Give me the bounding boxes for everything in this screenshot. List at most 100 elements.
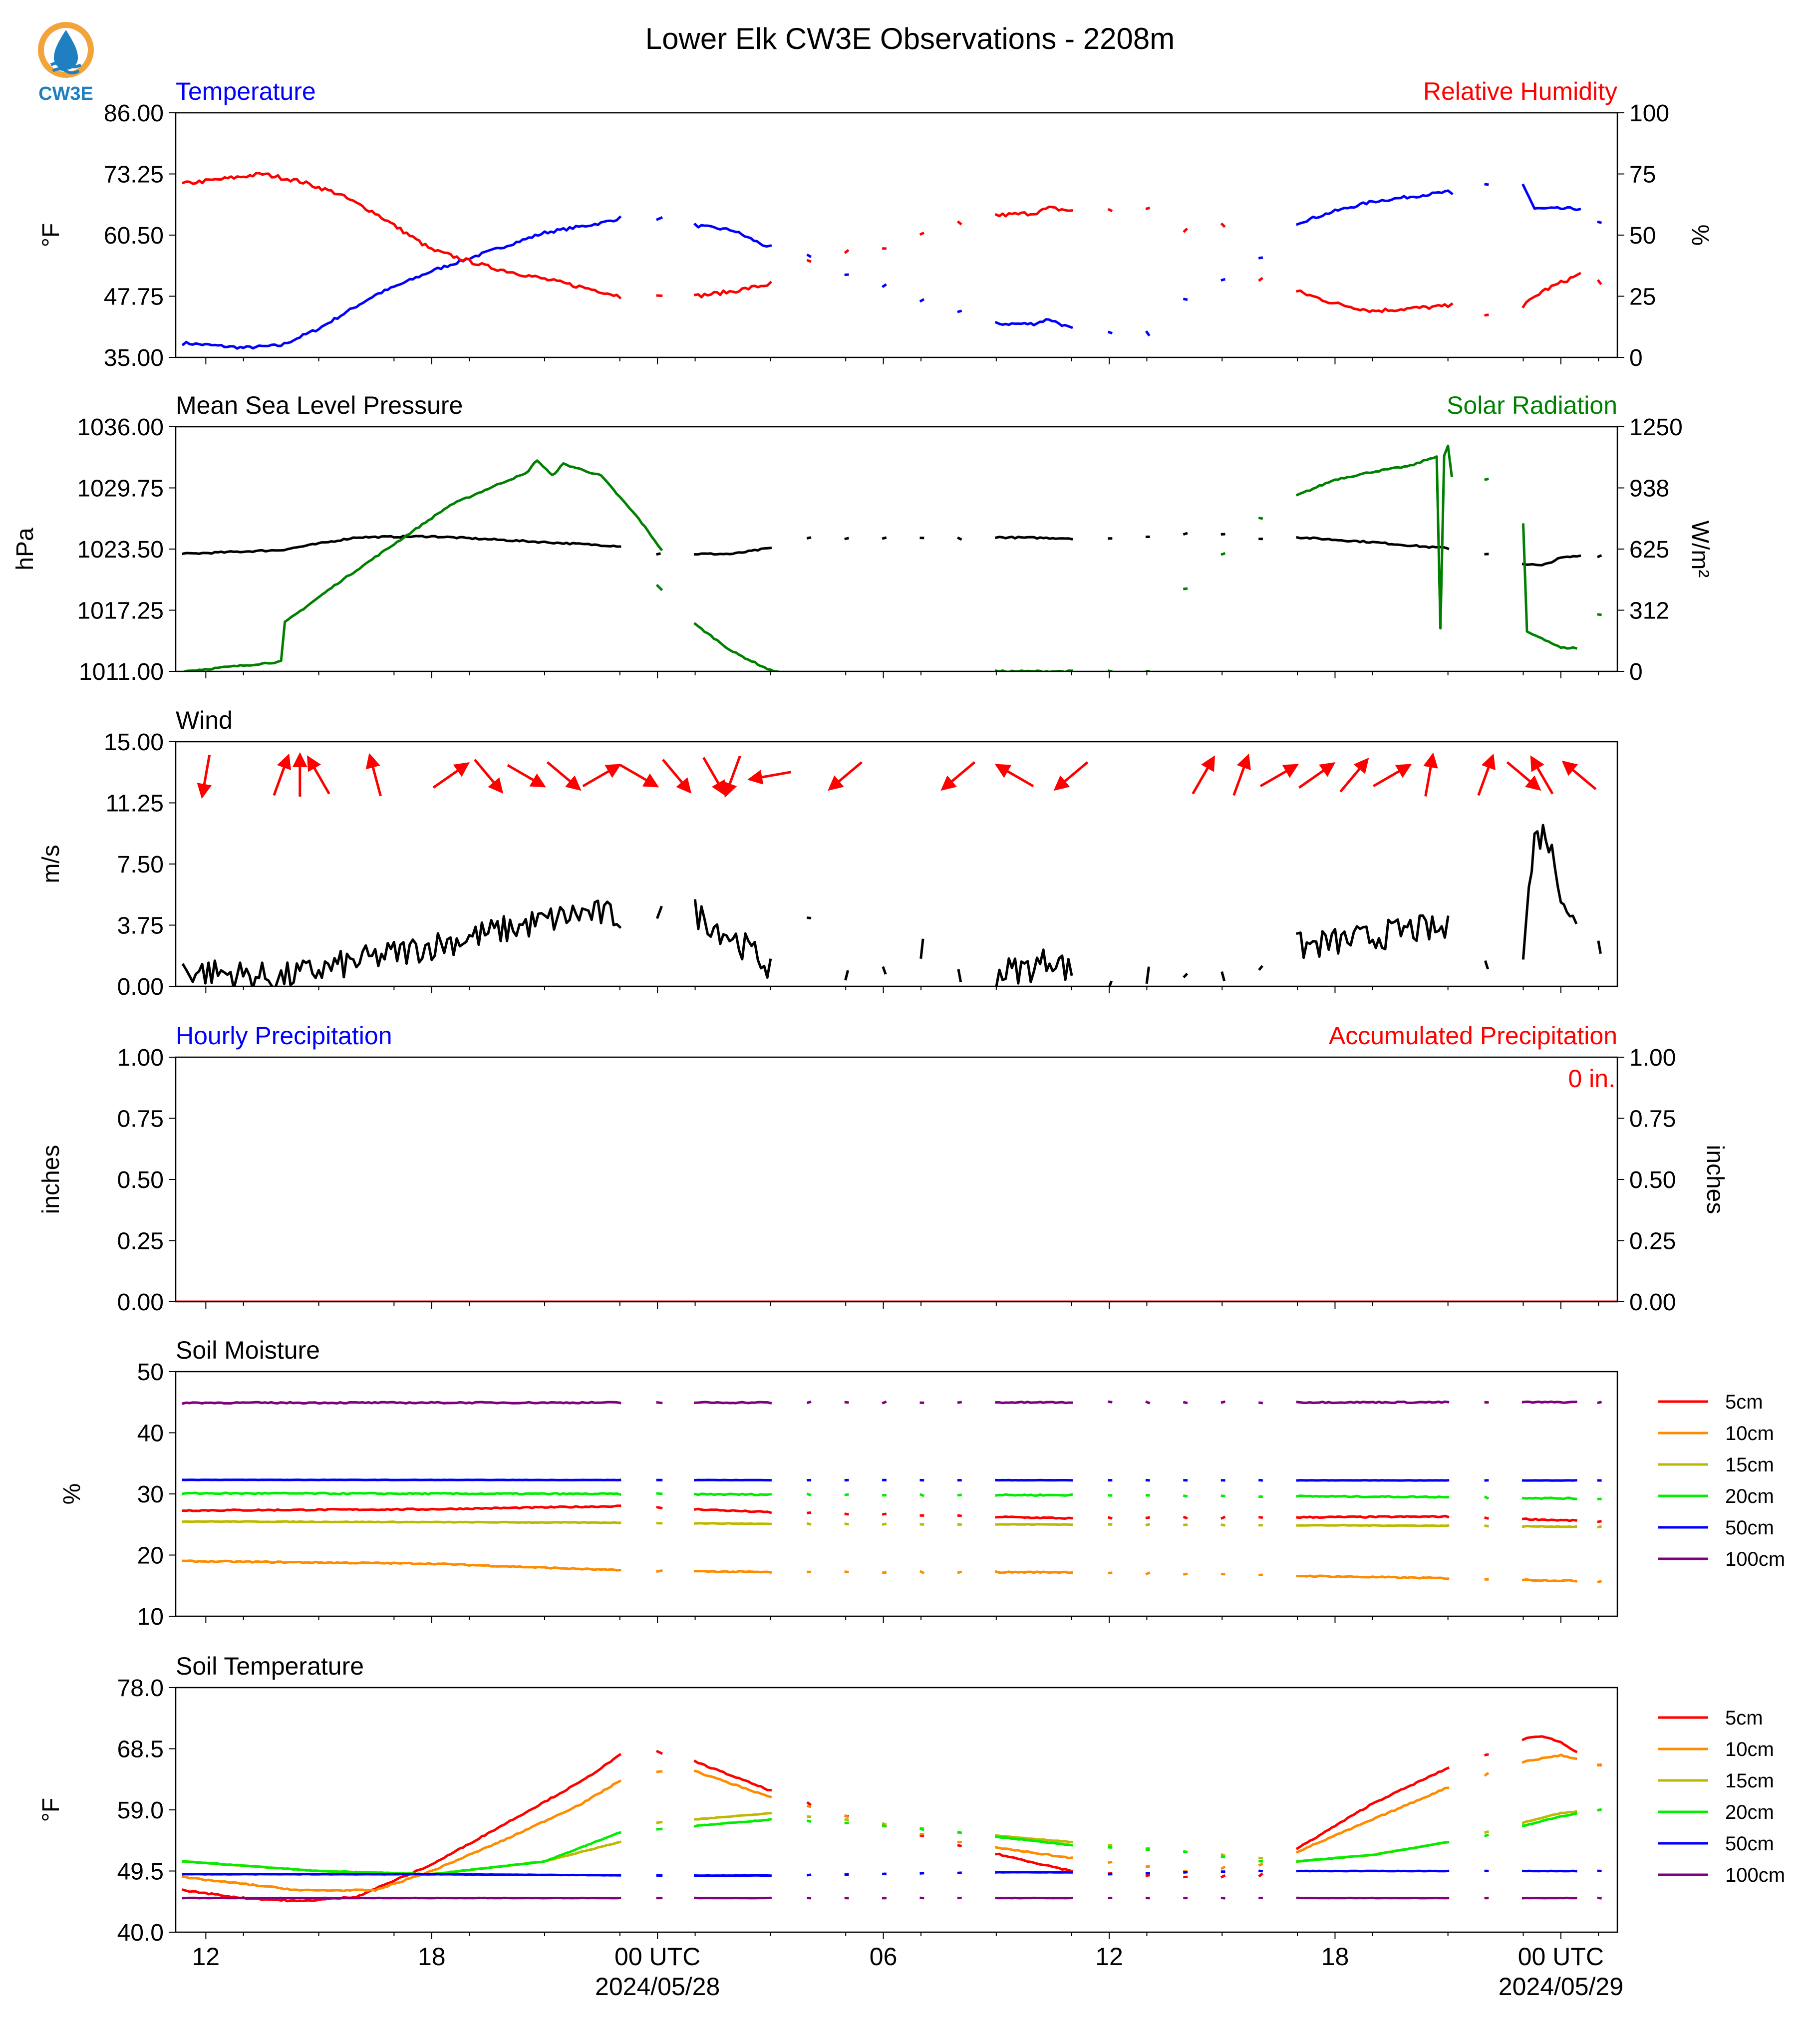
y-tick-label: 15.00 (104, 729, 164, 756)
panel-title-right: Accumulated Precipitation (1329, 1022, 1617, 1050)
y-axis-label: hPa (12, 528, 38, 571)
series-line-left-0 (182, 532, 1602, 567)
series-line-50cm (182, 1478, 1602, 1482)
wind-arrow (546, 761, 582, 791)
wind-arrow (702, 757, 726, 796)
panel-wind: Wind 0.00 3.75 7.50 11.25 15.00 m/s (38, 706, 1618, 1000)
legend-label: 10cm (1725, 1738, 1774, 1760)
series-line-5cm (181, 1735, 1602, 1903)
y-tick-label: 20 (137, 1543, 164, 1569)
y-tick-label: 49.5 (117, 1859, 164, 1885)
y2-tick-label: 25 (1629, 284, 1656, 310)
y2-tick-label: 75 (1629, 162, 1656, 188)
x-tick-date: 2024/05/28 (595, 1973, 720, 2001)
panel-title-left: Wind (176, 706, 233, 734)
x-tick-label: 18 (1321, 1943, 1349, 1971)
panel-title-right: Solar Radiation (1447, 391, 1617, 419)
wind-arrow (307, 755, 330, 795)
figure-title: Lower Elk CW3E Observations - 2208m (645, 22, 1175, 55)
y-axis-label: °F (38, 1798, 64, 1822)
series-group (182, 1400, 1602, 1584)
y-tick-label: 86.00 (104, 100, 164, 127)
legend-label: 15cm (1725, 1454, 1774, 1476)
y-tick-label: 10 (137, 1604, 164, 1630)
y-tick-label: 40 (137, 1421, 164, 1447)
series-line-10cm (182, 1753, 1602, 1892)
y-tick-label: 1029.75 (77, 476, 164, 502)
y2-tick-label: 312 (1629, 598, 1669, 624)
wind-arrow (994, 764, 1034, 788)
y-tick-label: 30 (137, 1481, 164, 1508)
y-tick-label: 47.75 (104, 284, 164, 310)
wind-arrow (1053, 761, 1089, 791)
y-tick-label: 3.75 (117, 913, 164, 939)
legend-label: 50cm (1725, 1833, 1774, 1855)
series-line-50cm (182, 1869, 1602, 1877)
wind-arrow (1530, 755, 1554, 795)
legend-label: 20cm (1725, 1485, 1774, 1507)
panel-title-left: Hourly Precipitation (176, 1022, 392, 1050)
wind-arrow (747, 770, 792, 785)
wind-arrow (1561, 760, 1597, 790)
wind-arrow (1232, 753, 1251, 796)
series-line-left-0 (181, 824, 1602, 986)
wind-arrow (619, 764, 659, 788)
wind-arrow (1259, 764, 1299, 788)
y-tick-label: 0.00 (117, 974, 164, 1000)
y-tick-label: 7.50 (117, 852, 164, 878)
wind-arrow (582, 764, 621, 788)
y-tick-label: 0.75 (117, 1106, 164, 1133)
y2-tick-label: 0.25 (1629, 1228, 1676, 1255)
x-tick-label: 00 UTC (1518, 1943, 1604, 1971)
panel-title-left: Soil Temperature (176, 1652, 364, 1680)
y-tick-label: 0.25 (117, 1228, 164, 1255)
y-axis-label: °F (38, 223, 64, 248)
panel-soil_temperature: Soil Temperature 40.0 49.5 59.0 68.5 78.0 °F 5c… (38, 1652, 1785, 1946)
panel-pressure: Mean Sea Level Pressure Solar Radiation 10… (12, 391, 1713, 685)
accumulated-total: 0 in. (1568, 1065, 1615, 1093)
legend-label: 20cm (1725, 1801, 1774, 1823)
panel-frame (175, 1687, 1618, 1933)
wind-arrow (723, 755, 741, 798)
series-line-100cm (182, 1400, 1602, 1405)
y2-tick-label: 0.75 (1629, 1106, 1676, 1133)
x-tick-label: 18 (418, 1943, 446, 1971)
y-tick-label: 11.25 (105, 791, 164, 817)
panel-frame (175, 741, 1618, 987)
series-group (181, 824, 1602, 986)
y-tick-label: 40.0 (117, 1920, 164, 1946)
legend: 5cm 10cm 15cm 20cm 50cm 100cm (1658, 1707, 1785, 1886)
y-axis-label: inches (38, 1145, 64, 1214)
series-group (182, 444, 1602, 671)
wind-arrow (273, 753, 292, 796)
x-tick-label: 00 UTC (614, 1943, 700, 1971)
y2-tick-label: 0.50 (1629, 1167, 1676, 1193)
y2-tick-label: 50 (1629, 223, 1656, 249)
y2-axis-label: W/m² (1687, 521, 1713, 578)
wind-arrow (365, 753, 382, 797)
y2-tick-label: 0 (1629, 659, 1643, 685)
legend-label: 5cm (1725, 1391, 1763, 1413)
panel-frame (175, 112, 1618, 358)
series-line-15cm (182, 1520, 1602, 1529)
wind-arrow (432, 762, 470, 789)
panel-soil_moisture: Soil Moisture1020304050%5cm10cm15cm20cm5… (59, 1336, 1785, 1630)
logo-icon: CW3E (38, 22, 94, 104)
y2-axis-label: % (1687, 225, 1713, 246)
legend-label: 15cm (1725, 1770, 1774, 1792)
legend: 5cm 10cm 15cm 20cm 50cm 100cm (1658, 1391, 1785, 1570)
series-line-5cm (182, 1504, 1602, 1523)
y-tick-label: 59.0 (117, 1797, 164, 1824)
y-tick-label: 1023.50 (77, 537, 164, 563)
panel-title-right: Relative Humidity (1423, 77, 1617, 105)
y2-tick-label: 0.00 (1629, 1289, 1676, 1316)
wind-arrow (1339, 757, 1369, 793)
y2-axis-label: inches (1702, 1145, 1728, 1214)
wind-arrow (197, 755, 212, 799)
y-tick-label: 60.50 (104, 223, 164, 249)
legend-label: 100cm (1725, 1864, 1785, 1886)
y2-tick-label: 0 (1629, 345, 1643, 371)
series-line-right-1 (181, 172, 1602, 317)
